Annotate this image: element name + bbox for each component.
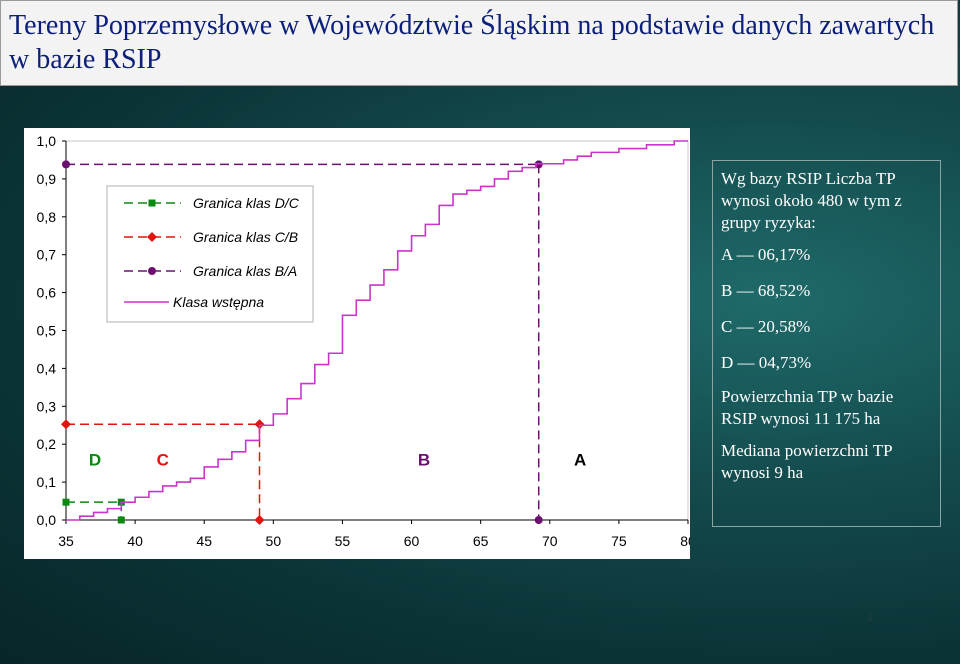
group-d-value: 04,73% (758, 353, 812, 372)
x-tick-label: 40 (127, 533, 143, 549)
y-tick-label: 0,1 (37, 474, 57, 490)
x-tick-label: 65 (473, 533, 489, 549)
klasa-wstepna-curve (66, 140, 688, 521)
legend-box (106, 185, 314, 323)
y-tick-label: 0,8 (37, 209, 57, 225)
group-d-label: D (721, 353, 734, 372)
group-c-value: 20,58% (757, 317, 811, 336)
legend-entry: Granica klas D/C (193, 195, 300, 211)
info-intro: Wg bazy RSIP Liczba TP wynosi około 480 … (721, 169, 902, 232)
group-b-row: B — 68,52% (721, 281, 811, 300)
x-tick-label: 50 (266, 533, 282, 549)
zone-label-b: B (418, 450, 430, 469)
group-b-label: B (721, 281, 733, 300)
y-tick-label: 0,9 (37, 171, 57, 187)
legend-swatch-marker (148, 267, 156, 275)
legend-entry: Granica klas C/B (193, 229, 298, 245)
group-b-value: 68,52% (757, 281, 811, 300)
group-a-value: 06,17% (757, 245, 811, 264)
zone-label-d: D (89, 450, 101, 469)
boundary-marker-x (534, 516, 543, 524)
boundary-marker-x (254, 515, 265, 525)
legend-swatch-marker (147, 232, 157, 242)
boundary-marker-y (61, 419, 71, 430)
chart-panel: 0,0 0,1 0,2 0,3 0,4 0,5 0,6 0,7 0,8 0,9 1,0 35 40 45 5… (24, 128, 690, 559)
title-bar: Tereny Poprzemysłowe w Województwie Śląs… (0, 0, 958, 86)
y-tick-label: 0,5 (37, 323, 57, 339)
group-d-row: D — 04,73% (721, 353, 812, 372)
y-tick-label: 0,7 (37, 247, 57, 263)
x-tick-label: 60 (404, 533, 420, 549)
legend-entry: Granica klas B/A (193, 263, 297, 279)
x-tick-label: 70 (542, 533, 558, 549)
y-tick-label: 0,2 (37, 436, 57, 452)
group-a-row: A — 06,17% (721, 245, 811, 264)
group-c-label: C (721, 317, 733, 336)
legend-entry: Klasa wstępna (173, 294, 264, 310)
cumulative-distribution-chart: 0,0 0,1 0,2 0,3 0,4 0,5 0,6 0,7 0,8 0,9 1,0 35 40 45 5… (37, 133, 690, 549)
legend-swatch-marker (148, 199, 156, 207)
x-tick-label: 45 (196, 533, 212, 549)
group-c-row: C — 20,58% (721, 317, 811, 336)
info-box: Wg bazy RSIP Liczba TP wynosi około 480 … (712, 160, 941, 527)
boundary-marker-x (117, 516, 125, 524)
x-tick-label: 75 (611, 533, 627, 549)
info-median: Mediana powierzchni TP wynosi 9 ha (721, 441, 892, 482)
y-tick-label: 0,6 (37, 285, 57, 301)
boundary-marker-y (62, 160, 70, 169)
y-tick-label: 0,4 (37, 360, 57, 376)
info-area: Powierzchnia TP w bazie RSIP wynosi 11 1… (721, 387, 894, 428)
y-tick-label: 1,0 (37, 133, 57, 149)
slide-title: Tereny Poprzemysłowe w Województwie Śląs… (9, 10, 935, 75)
boundary-marker-corner (254, 419, 265, 430)
x-tick-label: 55 (335, 533, 351, 549)
x-tick-label: 35 (58, 533, 74, 549)
group-a-label: A (721, 245, 733, 264)
page-number: 4 (866, 611, 873, 626)
zone-label-a: A (574, 450, 586, 469)
boundary-marker-y (62, 498, 70, 506)
y-tick-label: 0,3 (37, 398, 57, 414)
zone-label-c: C (157, 450, 169, 469)
y-tick-label: 0,0 (37, 512, 57, 528)
x-tick-label: 80 (680, 533, 690, 549)
